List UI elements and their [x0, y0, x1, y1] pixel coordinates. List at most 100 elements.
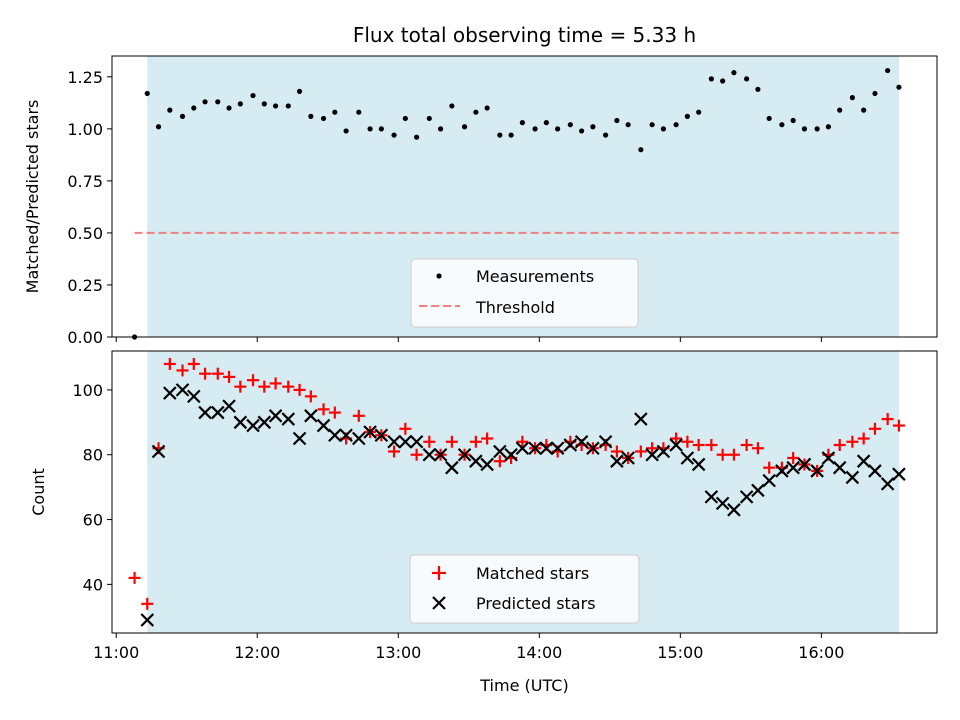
- measurement-point: [684, 113, 690, 119]
- measurement-point: [144, 90, 150, 97]
- predicted-star-point: [445, 460, 459, 475]
- measurement-point: [567, 122, 573, 128]
- matched-star-point: [705, 439, 718, 451]
- top-y-axis-label: Matched/Predicted stars: [23, 100, 42, 294]
- top-y-tick-label: 1.00: [67, 120, 103, 139]
- measurement-point: [296, 88, 303, 94]
- measurement-point: [708, 76, 714, 82]
- matched-star-point: [692, 439, 705, 451]
- measurement-point: [285, 103, 291, 109]
- measurement-point: [343, 128, 349, 134]
- bottom-y-axis-label: Count: [29, 468, 48, 516]
- predicted-star-point: [140, 613, 155, 627]
- top-legend-box: [410, 258, 639, 328]
- matched-star-point: [610, 445, 623, 458]
- measurement-point: [250, 92, 256, 99]
- predicted-star-point: [374, 428, 389, 443]
- measurement-point: [508, 132, 514, 138]
- bottom-panel: 40 60 80 100 11:00 12:00 13:00 14:00 15:00 16:00…: [29, 350, 938, 695]
- predicted-star-point: [363, 425, 377, 439]
- bottom-legend: Matched stars Predicted stars: [409, 554, 640, 624]
- matched-star-point: [892, 419, 905, 432]
- matched-star-point: [681, 435, 694, 448]
- top-x-axis: [115, 337, 822, 342]
- matched-star-point: [317, 403, 330, 416]
- matched-star-point: [670, 432, 683, 445]
- top-y-tick-label: 0.75: [67, 172, 103, 191]
- measurement-point: [426, 115, 432, 122]
- measurement-point: [414, 134, 420, 140]
- x-tick-label: 14:00: [516, 643, 562, 662]
- measurement-point: [519, 120, 525, 126]
- top-y-tick-label: 0.00: [67, 328, 103, 347]
- matched-star-point: [646, 442, 659, 455]
- matched-star-point: [727, 448, 740, 461]
- predicted-star-point: [493, 444, 507, 459]
- predicted-star-point: [339, 428, 353, 443]
- matched-star-point: [247, 374, 260, 387]
- predicted-star-point: [762, 473, 776, 488]
- x-tick-label: 11:00: [93, 643, 139, 662]
- predicted-star-point: [775, 464, 789, 478]
- matched-star-point: [328, 406, 341, 419]
- matched-star-point: [352, 409, 365, 422]
- legend-matched-label: Matched stars: [476, 564, 589, 583]
- measurement-point: [814, 126, 820, 132]
- measurement-point: [320, 115, 327, 122]
- matched-star-point: [410, 448, 423, 461]
- top-y-axis: 0.00 0.25 0.50 0.75 1.00 1.25: [67, 68, 112, 347]
- predicted-star-point: [856, 454, 871, 468]
- predicted-star-point: [198, 405, 212, 420]
- measurement-point: [378, 126, 384, 132]
- matched-star-point: [282, 380, 295, 393]
- matched-star-point: [187, 357, 200, 370]
- measurement-point: [261, 101, 267, 107]
- matched-star-point: [868, 422, 881, 435]
- measurement-point: [872, 90, 878, 97]
- predicted-star-point: [328, 428, 342, 443]
- predicted-star-point: [621, 451, 635, 465]
- matched-star-point: [751, 442, 764, 455]
- top-y-tick-label: 0.50: [67, 224, 103, 243]
- measurement-point: [766, 115, 772, 122]
- measurement-point: [367, 126, 373, 132]
- measurement-point: [179, 113, 186, 119]
- bottom-axes-frame: [111, 350, 938, 634]
- measurement-point: [272, 103, 279, 109]
- predicted-star-point: [550, 441, 565, 456]
- predicted-star-point: [669, 438, 683, 452]
- matched-star-point: [763, 461, 776, 474]
- predicted-star-point: [598, 434, 613, 449]
- measurement-point: [602, 132, 609, 138]
- measurement-point: [885, 67, 891, 74]
- predicted-star-point: [739, 490, 754, 504]
- measurement-point: [532, 126, 538, 132]
- matched-star-point: [304, 390, 317, 403]
- legend-measurements-label: Measurements: [476, 267, 594, 286]
- x-tick-label: 13:00: [375, 643, 421, 662]
- measurement-point: [625, 122, 631, 128]
- legend-predicted-marker: [432, 596, 446, 610]
- predicted-star-point: [645, 447, 659, 462]
- measurement-point: [226, 105, 232, 111]
- predicted-star-point: [751, 483, 765, 498]
- predicted-star-point: [457, 447, 472, 462]
- predicted-star-point: [810, 464, 824, 478]
- predicted-star-point: [268, 409, 283, 423]
- predicted-star-point: [433, 447, 448, 462]
- top-legend: Measurements Threshold: [410, 258, 639, 328]
- x-axis-label: Time (UTC): [479, 676, 568, 695]
- legend-predicted-label: Predicted stars: [476, 594, 596, 613]
- measurement-point: [202, 99, 208, 105]
- measurement-point: [308, 113, 314, 119]
- top-axes-frame: [111, 55, 938, 338]
- predicted-star-point: [480, 457, 494, 472]
- bottom-y-tick-label: 40: [83, 575, 103, 594]
- measurement-point: [638, 147, 644, 153]
- predicted-star-point: [409, 434, 424, 449]
- x-tick-label: 16:00: [798, 643, 844, 662]
- measurement-point: [614, 117, 620, 124]
- matched-star-point: [399, 422, 412, 435]
- measurement-point: [849, 95, 855, 101]
- predicted-star-point: [880, 477, 895, 491]
